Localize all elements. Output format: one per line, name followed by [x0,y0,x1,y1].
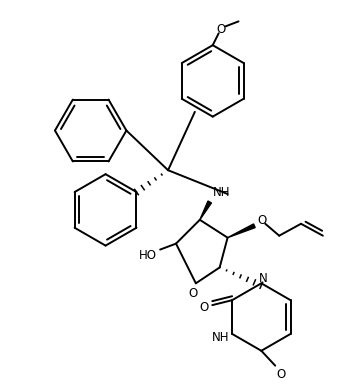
Text: O: O [200,301,209,314]
Text: O: O [258,214,267,227]
Text: NH: NH [211,331,229,345]
Polygon shape [200,201,211,220]
Text: N: N [259,272,268,285]
Text: O: O [188,287,198,300]
Polygon shape [228,224,255,238]
Text: O: O [276,368,286,381]
Text: NH: NH [213,185,230,198]
Text: O: O [216,23,225,36]
Text: HO: HO [139,249,157,262]
